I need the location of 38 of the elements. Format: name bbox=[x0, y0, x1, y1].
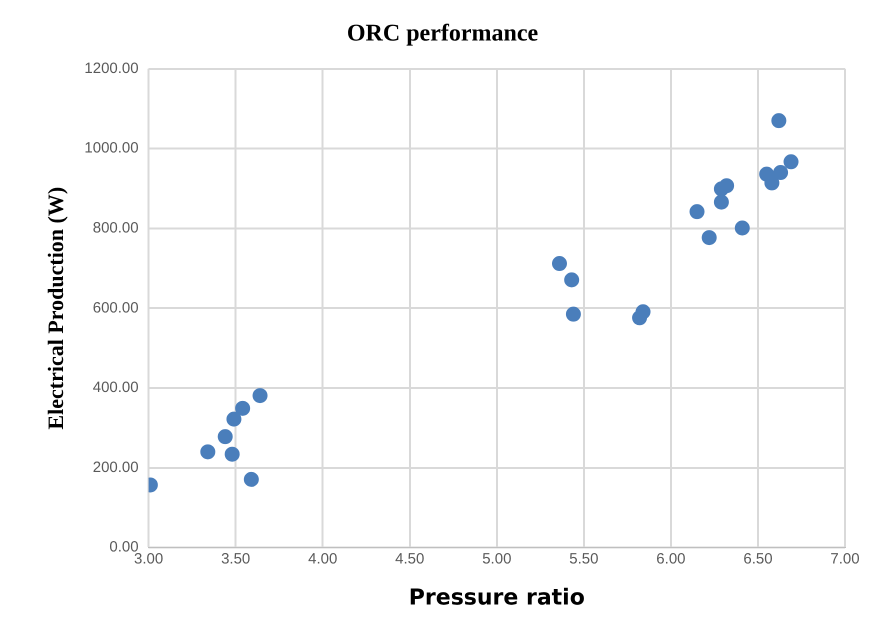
x-tick-label: 5.50 bbox=[569, 550, 598, 568]
point bbox=[764, 175, 780, 190]
x-axis-title: Pressure ratio bbox=[408, 586, 585, 611]
y-axis-title: Electrical Production (W) bbox=[42, 186, 68, 430]
x-tick-label: 6.00 bbox=[656, 550, 686, 568]
x-tick-label: 3.50 bbox=[221, 550, 250, 568]
point bbox=[226, 412, 242, 427]
x-tick-label: 7.00 bbox=[830, 550, 860, 568]
y-tick-label: 1000.00 bbox=[84, 140, 139, 157]
point bbox=[636, 304, 651, 320]
point bbox=[218, 429, 233, 444]
point bbox=[235, 400, 250, 416]
point bbox=[200, 444, 216, 460]
point bbox=[244, 472, 259, 487]
point bbox=[252, 388, 268, 404]
y-tick-label: 600.00 bbox=[92, 299, 139, 316]
point bbox=[564, 272, 580, 288]
point bbox=[224, 446, 240, 462]
y-tick-label: 400.00 bbox=[92, 379, 139, 396]
point bbox=[702, 230, 717, 246]
point bbox=[734, 220, 750, 236]
point bbox=[773, 165, 788, 180]
x-tick-label: 5.00 bbox=[482, 550, 512, 568]
y-tick-label: 200.00 bbox=[92, 458, 139, 476]
point bbox=[690, 204, 705, 220]
y-tick-label: 800.00 bbox=[92, 220, 139, 237]
point bbox=[771, 113, 786, 128]
x-tick-label: 3.00 bbox=[134, 550, 164, 568]
point bbox=[784, 154, 799, 170]
point bbox=[566, 306, 581, 322]
point bbox=[714, 194, 729, 210]
x-tick-label: 4.00 bbox=[308, 550, 338, 568]
x-tick-label: 4.50 bbox=[395, 550, 424, 568]
x-tick-label: 6.50 bbox=[743, 550, 773, 568]
chart-title: ORC performance bbox=[346, 20, 538, 47]
point bbox=[719, 178, 734, 194]
y-tick-label: 1200.00 bbox=[84, 60, 139, 77]
point bbox=[552, 256, 567, 272]
